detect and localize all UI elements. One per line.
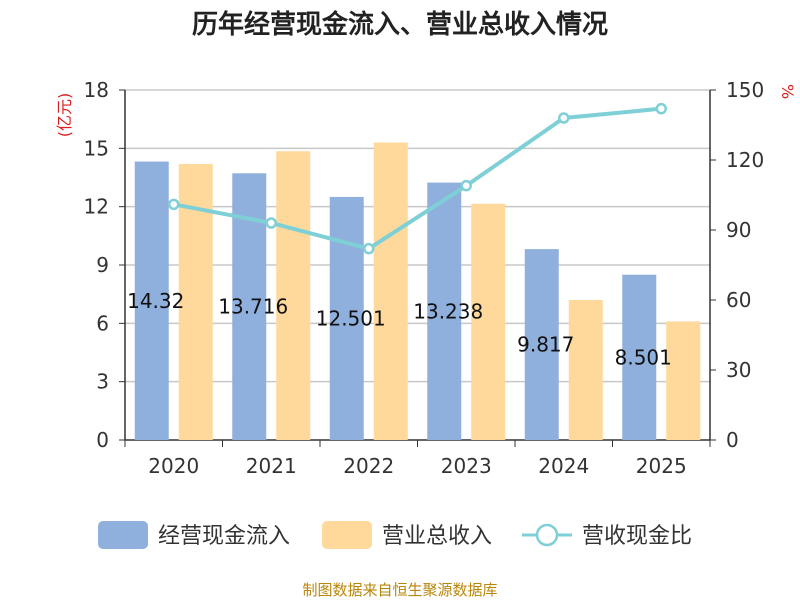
bar-data-label: 13.716 [218, 295, 288, 319]
source-note: 制图数据来自恒生聚源数据库 [302, 581, 497, 599]
bar-data-label: 12.501 [316, 306, 386, 330]
left-tick-label: 12 [84, 195, 109, 219]
bar-data-label: 8.501 [615, 345, 672, 369]
x-tick-label: 2024 [538, 454, 589, 478]
bar-cash-inflow [134, 161, 169, 441]
x-tick-label: 2023 [441, 454, 492, 478]
legend-swatch-cash-inflow [98, 521, 148, 549]
line-point [460, 179, 472, 192]
bar-cash-inflow [524, 249, 559, 440]
right-tick-label: 30 [726, 358, 751, 382]
line-point [363, 242, 375, 255]
x-tick-label: 2025 [636, 454, 687, 478]
legend-swatch-revenue [322, 521, 372, 549]
left-tick-label: 9 [96, 253, 109, 277]
chart-title: 历年经营现金流入、营业总收入情况 [192, 9, 608, 40]
line-point [655, 102, 667, 115]
left-tick-label: 15 [84, 136, 109, 160]
right-tick-label: 120 [726, 148, 764, 172]
grid [125, 89, 710, 383]
x-tick-label: 2021 [246, 454, 297, 478]
legend-label-revenue: 营业总收入 [382, 524, 492, 549]
right-tick-label: 150 [726, 78, 764, 102]
bar-cash-inflow [329, 196, 364, 440]
bars [134, 142, 701, 441]
legend-label-ratio: 营收现金比 [582, 524, 692, 549]
left-tick-label: 0 [96, 428, 109, 452]
legend-marker-ratio [535, 523, 559, 547]
data-labels: 14.32 13.716 12.501 13.238 9.817 8.501 [127, 289, 672, 370]
left-tick-label: 18 [84, 78, 109, 102]
bar-cash-inflow [427, 182, 462, 440]
legend: 经营现金流入 营业总收入 营收现金比 [98, 521, 692, 549]
line-point [265, 217, 277, 229]
x-tick-label: 2022 [343, 454, 394, 478]
right-tick-label: 0 [726, 428, 739, 452]
line-point [168, 198, 180, 211]
right-axis-unit: % [778, 84, 797, 99]
x-tick-label: 2020 [148, 454, 199, 478]
line-point [558, 112, 570, 124]
line-series [168, 102, 667, 255]
bar-data-label: 9.817 [517, 333, 574, 357]
right-tick-label: 90 [726, 218, 751, 242]
left-tick-label: 6 [96, 311, 109, 335]
axes: 0 3 6 9 12 15 18 0 30 60 90 120 150 2020 2021 2022 2023 2… [84, 78, 765, 478]
bar-cash-inflow [622, 274, 657, 440]
bar-revenue [568, 300, 603, 440]
bar-data-label: 13.238 [413, 299, 483, 323]
bar-data-label: 14.32 [127, 289, 184, 313]
left-tick-label: 3 [96, 370, 109, 394]
left-axis-unit: (亿元) [55, 93, 74, 138]
bar-revenue [373, 142, 408, 440]
bar-revenue [276, 151, 311, 440]
legend-label-cash-inflow: 经营现金流入 [158, 524, 290, 549]
bar-revenue [666, 321, 701, 440]
right-tick-label: 60 [726, 288, 751, 312]
line-ratio [173, 106, 662, 251]
bar-revenue [471, 203, 506, 440]
